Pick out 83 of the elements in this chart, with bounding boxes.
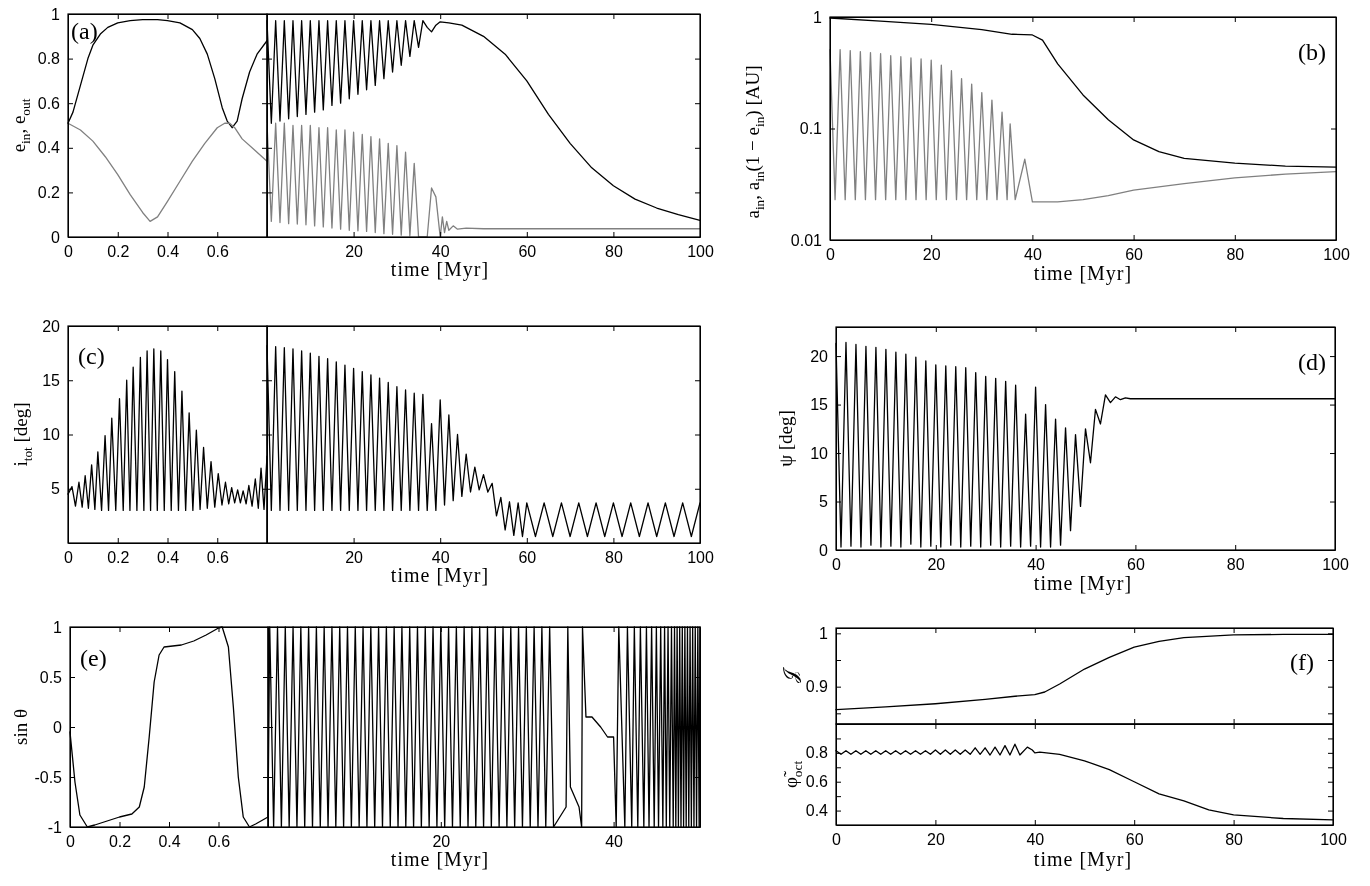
y-tick-label: 5 xyxy=(819,493,829,511)
x-tick-label: 0.2 xyxy=(107,243,130,261)
x-axis-title: time [Myr] xyxy=(1033,262,1133,285)
x-tick-label: 40 xyxy=(605,833,624,851)
y-tick-label: -1 xyxy=(47,818,63,836)
x-tick-label: 0.6 xyxy=(206,243,229,261)
x-tick-label: 0 xyxy=(832,831,842,849)
x-tick-label: 80 xyxy=(1226,246,1245,264)
y-tick-label: 5 xyxy=(51,480,61,498)
y-axis-title: 𝒥 xyxy=(779,666,801,683)
x-tick-label: 0.2 xyxy=(107,549,130,567)
x-tick-label: 60 xyxy=(1125,246,1144,264)
y-tick-label: 0 xyxy=(51,228,61,246)
x-tick-label: 60 xyxy=(1125,831,1144,849)
x-tick-label: 0.6 xyxy=(207,833,231,851)
x-tick-label: 60 xyxy=(518,549,537,567)
x-tick-label: 60 xyxy=(1127,556,1145,574)
y-tick-label: 0.6 xyxy=(805,773,829,791)
x-tick-label: 20 xyxy=(345,549,364,567)
x-tick-label: 0.6 xyxy=(206,549,229,567)
x-tick-label: 0.4 xyxy=(158,833,181,851)
x-tick-label: 0 xyxy=(832,556,842,574)
x-tick-label: 20 xyxy=(927,556,946,574)
x-axis-title: time [Myr] xyxy=(1033,848,1133,871)
x-tick-label: 40 xyxy=(1026,831,1045,849)
x-axis-title: time [Myr] xyxy=(1033,572,1133,595)
x-tick-label: 20 xyxy=(927,831,945,849)
y-tick-label: 0.9 xyxy=(805,678,829,696)
y-tick-label: 0.6 xyxy=(37,94,61,112)
x-tick-label: 0.4 xyxy=(156,549,180,567)
y-tick-label: 0.8 xyxy=(805,744,829,762)
y-tick-label: 15 xyxy=(42,371,61,389)
x-tick-label: 100 xyxy=(687,549,714,567)
x-tick-label: 100 xyxy=(1323,246,1350,264)
y-tick-label: 15 xyxy=(810,396,829,414)
x-tick-label: 40 xyxy=(431,549,450,567)
y-tick-label: -0.5 xyxy=(34,768,63,786)
y-tick-label: 20 xyxy=(42,317,61,335)
x-tick-label: 60 xyxy=(518,243,537,261)
annotation: (c) xyxy=(78,343,105,369)
x-tick-label: 20 xyxy=(922,246,941,264)
y-tick-label: 10 xyxy=(810,444,829,462)
x-tick-label: 20 xyxy=(345,243,364,261)
x-axis-title: time [Myr] xyxy=(390,848,490,871)
x-tick-label: 20 xyxy=(432,833,451,851)
x-tick-label: 100 xyxy=(1320,831,1347,849)
x-axis-title: time [Myr] xyxy=(390,564,490,587)
x-tick-label: 80 xyxy=(605,549,623,567)
y-tick-label: 1 xyxy=(819,624,829,642)
x-tick-label: 0 xyxy=(66,833,76,851)
annotation: (f) xyxy=(1290,649,1314,675)
x-axis-title: time [Myr] xyxy=(390,258,490,281)
y-axis-title: ψ [deg] xyxy=(774,410,796,467)
annotation: (d) xyxy=(1298,349,1326,375)
y-tick-label: 0.4 xyxy=(37,139,61,157)
y-tick-label: 0.8 xyxy=(37,50,61,68)
x-tick-label: 40 xyxy=(431,243,450,261)
x-tick-label: 80 xyxy=(1226,556,1245,574)
x-tick-label: 80 xyxy=(1225,831,1244,849)
y-axis-title: sin θ xyxy=(9,708,31,746)
x-tick-label: 80 xyxy=(605,243,623,261)
x-tick-label: 0 xyxy=(64,243,74,261)
y-tick-label: 0.01 xyxy=(790,231,823,249)
annotation: (b) xyxy=(1298,39,1326,65)
x-tick-label: 0.4 xyxy=(156,243,180,261)
x-tick-label: 0 xyxy=(64,549,74,567)
y-tick-label: 1 xyxy=(813,8,823,26)
y-tick-label: 20 xyxy=(810,347,829,365)
y-tick-label: 0.2 xyxy=(37,184,61,202)
y-tick-label: 0.4 xyxy=(805,802,829,820)
annotation: (a) xyxy=(71,18,98,44)
y-tick-label: 0 xyxy=(53,718,63,736)
x-tick-label: 100 xyxy=(1322,556,1349,574)
y-tick-label: 10 xyxy=(42,426,61,444)
x-tick-label: 100 xyxy=(687,243,714,261)
y-tick-label: 0.1 xyxy=(799,120,823,138)
y-tick-label: 1 xyxy=(51,5,61,23)
x-tick-label: 40 xyxy=(1024,246,1042,264)
y-tick-label: 1 xyxy=(53,618,63,636)
annotation: (e) xyxy=(80,645,107,671)
x-tick-label: 40 xyxy=(1027,556,1046,574)
x-tick-label: 0.2 xyxy=(108,833,132,851)
y-tick-label: 0.5 xyxy=(39,668,63,686)
